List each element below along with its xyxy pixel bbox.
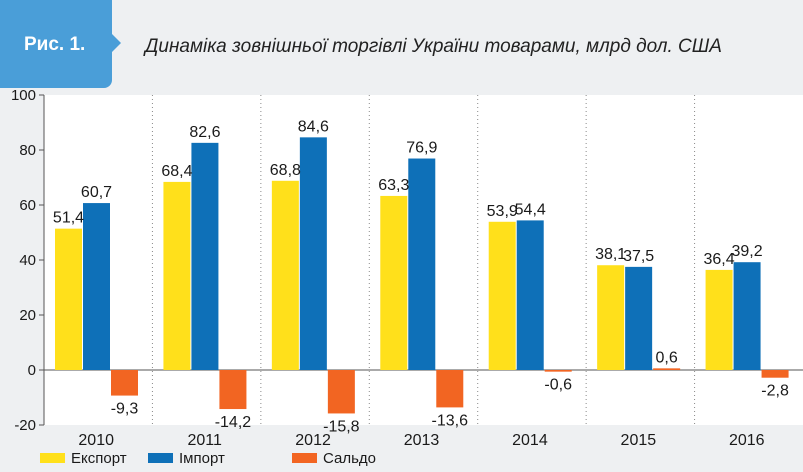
bar-export [271,180,299,370]
data-label: 37,5 [623,248,654,265]
legend-swatch [40,453,65,463]
bar-export [163,181,191,370]
data-label: -13,6 [432,412,469,429]
data-label: -14,2 [215,414,252,431]
bar-export [705,269,733,370]
bar-saldo [111,370,138,396]
legend-label: Імпорт [179,450,225,467]
legend: Експорт Імпорт Сальдо [40,450,376,467]
figure-header: Рис. 1. Динаміка зовнішньої торгівлі Укр… [0,0,803,88]
y-tick-label: 20 [19,307,36,324]
y-tick-label: 80 [19,142,36,159]
bar-import [408,158,436,370]
legend-swatch [292,453,317,463]
data-label: 54,4 [515,201,546,218]
y-tick-label: 0 [28,362,36,379]
bar-import [516,220,544,370]
y-tick-label: -20 [14,417,36,434]
bar-saldo [761,370,789,378]
bar-import [733,262,761,370]
data-label: -9,3 [111,401,139,418]
y-tick-label: 100 [11,87,36,104]
data-label: 53,9 [487,203,518,220]
legend-label: Експорт [71,450,127,467]
bar-import [191,142,219,370]
data-label: 60,7 [81,184,112,201]
bars [55,137,789,414]
bar-export [380,195,408,370]
x-category-label: 2014 [512,432,548,449]
bar-export [597,265,625,370]
x-category-label: 2011 [187,432,222,449]
data-label: 0,6 [656,349,678,366]
y-tick-label: 40 [19,252,36,269]
legend-swatch [148,453,173,463]
data-label: -15,8 [323,418,360,435]
bar-saldo [653,368,681,370]
x-category-label: 2010 [78,432,114,449]
bar-saldo [544,370,572,372]
figure-number: Рис. 1. [24,34,86,55]
x-category-label: 2015 [621,432,657,449]
data-label: 39,2 [732,243,763,260]
data-label: 76,9 [406,140,437,157]
figure-badge: Рис. 1. [0,0,112,88]
legend-label: Сальдо [323,450,376,467]
bar-saldo [327,370,355,414]
bar-import [83,203,110,370]
x-category-label: 2012 [295,432,331,449]
data-label: 82,6 [189,124,220,141]
chart-title: Динаміка зовнішньої торгівлі України тов… [145,36,722,57]
bar-import [299,137,327,370]
data-label: 68,4 [161,163,192,180]
y-tick-label: 60 [19,197,36,214]
data-label: 68,8 [270,162,301,179]
data-labels: 51,4 60,7 -9,3 68,4 82,6 -14,2 68,8 84,6 -15,8 63… [53,118,789,435]
badge-arrow-icon [112,34,121,52]
data-label: -0,6 [544,377,572,394]
data-label: 63,3 [378,177,409,194]
bar-import [625,266,653,370]
bar-saldo [219,370,247,410]
bar-saldo [436,370,464,408]
data-label: -2,8 [761,383,789,400]
x-category-label: 2013 [404,432,440,449]
x-category-label: 2016 [729,432,765,449]
data-label: 51,4 [53,210,84,227]
bar-export [488,221,516,370]
data-label: 38,1 [595,246,626,263]
bar-export [55,228,82,370]
data-label: 84,6 [298,118,329,135]
data-label: 36,4 [704,251,735,268]
